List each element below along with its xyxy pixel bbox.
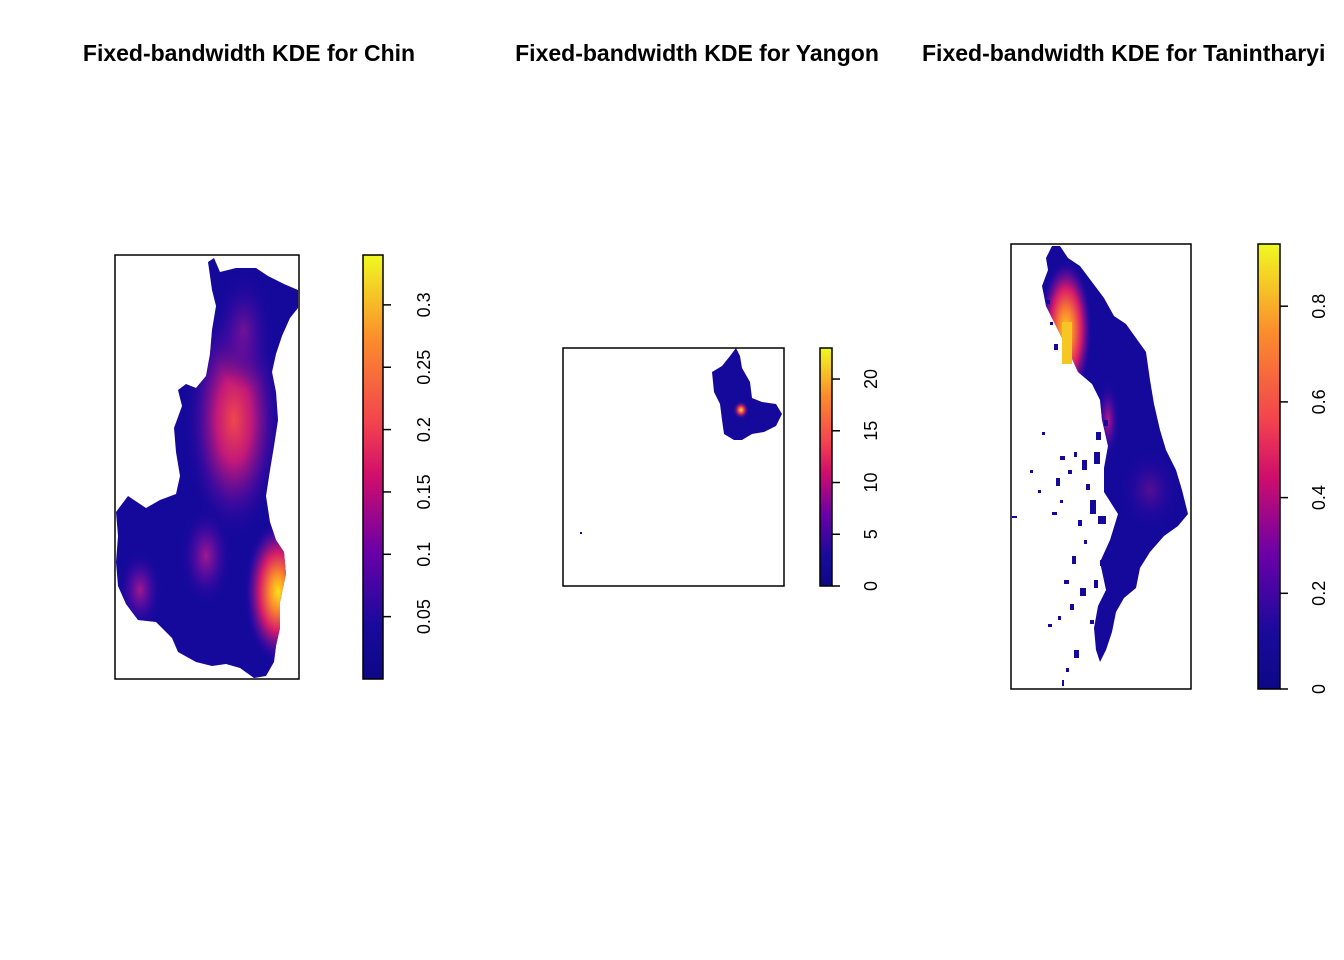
yangon-colorbar-ticks: 0 5 10 15 20 bbox=[832, 369, 881, 591]
island-cell bbox=[1060, 500, 1063, 503]
yangon-plot-frame bbox=[562, 347, 785, 587]
island-cell bbox=[1074, 650, 1079, 658]
yangon-hotspot-city-centre bbox=[733, 401, 749, 419]
island-cell bbox=[1082, 460, 1087, 470]
island-cell bbox=[1080, 588, 1086, 596]
tanintharyi-colorbar-frame bbox=[1257, 243, 1281, 690]
tanintharyi-mid-glow bbox=[1120, 450, 1180, 530]
colorbar-tick-label: 0 bbox=[1309, 684, 1329, 694]
colorbar-tick-label: 0.25 bbox=[414, 350, 434, 385]
colorbar-tick-label: 0.2 bbox=[1309, 581, 1329, 606]
island-cell bbox=[1046, 300, 1050, 304]
island-cell bbox=[1090, 620, 1094, 624]
island-cell bbox=[1060, 456, 1065, 460]
island-cell bbox=[1096, 432, 1101, 440]
colorbar-tick-label: 20 bbox=[861, 369, 881, 389]
island-cell bbox=[1070, 604, 1074, 610]
chin-colorbar-ticks: 0.05 0.1 0.15 0.2 0.25 0.3 bbox=[383, 292, 434, 634]
panel-chin: Fixed-bandwidth KDE for Chin 0.05 0.1 0.15… bbox=[83, 40, 434, 680]
island-cell bbox=[1072, 556, 1076, 564]
chin-plot-frame bbox=[114, 254, 300, 680]
island-cell bbox=[1048, 624, 1052, 627]
colorbar-tick-label: 0.6 bbox=[1309, 389, 1329, 414]
yangon-colorbar-frame bbox=[819, 347, 833, 587]
island-cell bbox=[1050, 322, 1053, 325]
colorbar-tick-label: 0.1 bbox=[414, 542, 434, 567]
yangon-title: Fixed-bandwidth KDE for Yangon bbox=[515, 40, 879, 66]
island-cell bbox=[1012, 516, 1017, 518]
island-cell bbox=[1104, 420, 1108, 426]
island-cell bbox=[1068, 470, 1072, 474]
island-cell bbox=[1074, 452, 1077, 457]
panel-tanintharyi: Fixed-bandwidth KDE for Tanintharyi 0 0.2… bbox=[922, 40, 1329, 694]
island-cell bbox=[1094, 580, 1098, 588]
colorbar-tick-label: 0 bbox=[861, 581, 881, 591]
chin-colorbar-frame bbox=[362, 254, 384, 680]
island-cell bbox=[1090, 500, 1096, 514]
island-cell bbox=[1094, 452, 1100, 464]
colorbar-tick-label: 0.8 bbox=[1309, 294, 1329, 319]
chin-density-map bbox=[116, 258, 298, 678]
chin-hotspot-north bbox=[214, 270, 274, 390]
panel-yangon: Fixed-bandwidth KDE for Yangon 0 5 10 15 20 bbox=[515, 40, 881, 591]
chin-hotspot-centre-south bbox=[180, 506, 232, 606]
island-cell bbox=[1038, 490, 1041, 493]
chin-hotspot-south-east bbox=[244, 520, 298, 664]
island-cell bbox=[1064, 580, 1069, 584]
colorbar-tick-label: 0.05 bbox=[414, 599, 434, 634]
tanintharyi-hot-strip bbox=[1062, 322, 1072, 364]
island-cell bbox=[1086, 484, 1090, 490]
colorbar-tick-label: 0.3 bbox=[414, 292, 434, 317]
chin-title: Fixed-bandwidth KDE for Chin bbox=[83, 40, 415, 66]
chin-hotspot-south-west bbox=[118, 550, 162, 630]
island-cell bbox=[1098, 516, 1106, 524]
tanintharyi-colorbar-ticks: 0 0.2 0.4 0.6 0.8 bbox=[1280, 294, 1329, 694]
island-cell bbox=[1030, 470, 1033, 473]
colorbar-tick-label: 15 bbox=[861, 421, 881, 441]
tanintharyi-title: Fixed-bandwidth KDE for Tanintharyi bbox=[922, 40, 1325, 66]
chin-colorbar bbox=[363, 255, 383, 679]
colorbar-tick-label: 0.4 bbox=[1309, 485, 1329, 510]
island-cell bbox=[1052, 512, 1057, 515]
island-cell bbox=[1084, 540, 1087, 544]
yangon-density-map bbox=[712, 348, 782, 440]
tanintharyi-plot-frame bbox=[1010, 243, 1192, 690]
island-cell bbox=[1056, 478, 1060, 486]
tanintharyi-islands bbox=[1012, 300, 1108, 686]
colorbar-tick-label: 0.2 bbox=[414, 417, 434, 442]
island-cell bbox=[1062, 680, 1064, 686]
island-cell bbox=[1100, 560, 1106, 566]
yangon-isolated-cell bbox=[580, 532, 582, 534]
island-cell bbox=[1066, 668, 1069, 672]
island-cell bbox=[1042, 432, 1045, 435]
yangon-colorbar bbox=[820, 348, 832, 586]
colorbar-tick-label: 5 bbox=[861, 529, 881, 539]
tanintharyi-density-map bbox=[1012, 246, 1188, 686]
island-cell bbox=[1078, 520, 1082, 526]
island-cell bbox=[1058, 616, 1061, 620]
colorbar-tick-label: 0.15 bbox=[414, 474, 434, 509]
island-cell bbox=[1054, 344, 1058, 350]
tanintharyi-colorbar bbox=[1258, 244, 1280, 689]
colorbar-tick-label: 10 bbox=[861, 473, 881, 493]
